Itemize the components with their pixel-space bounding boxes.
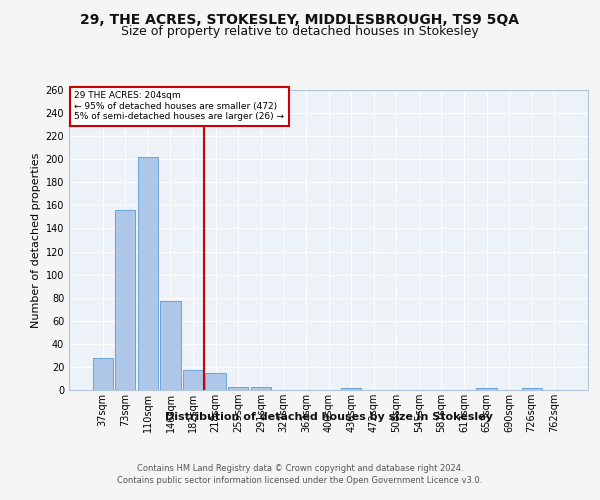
Bar: [183, 370, 203, 390]
Text: Contains public sector information licensed under the Open Government Licence v3: Contains public sector information licen…: [118, 476, 482, 485]
Bar: [476, 388, 497, 390]
Text: 29, THE ACRES, STOKESLEY, MIDDLESBROUGH, TS9 5QA: 29, THE ACRES, STOKESLEY, MIDDLESBROUGH,…: [80, 12, 520, 26]
Text: 29 THE ACRES: 204sqm
← 95% of detached houses are smaller (472)
5% of semi-detac: 29 THE ACRES: 204sqm ← 95% of detached h…: [74, 92, 284, 122]
Bar: [341, 388, 361, 390]
Bar: [160, 301, 181, 390]
Bar: [251, 386, 271, 390]
Bar: [138, 157, 158, 390]
Bar: [92, 358, 113, 390]
Y-axis label: Number of detached properties: Number of detached properties: [31, 152, 41, 328]
Bar: [228, 386, 248, 390]
Text: Size of property relative to detached houses in Stokesley: Size of property relative to detached ho…: [121, 25, 479, 38]
Bar: [115, 210, 136, 390]
Bar: [521, 388, 542, 390]
Text: Contains HM Land Registry data © Crown copyright and database right 2024.: Contains HM Land Registry data © Crown c…: [137, 464, 463, 473]
Text: Distribution of detached houses by size in Stokesley: Distribution of detached houses by size …: [165, 412, 493, 422]
Bar: [205, 372, 226, 390]
